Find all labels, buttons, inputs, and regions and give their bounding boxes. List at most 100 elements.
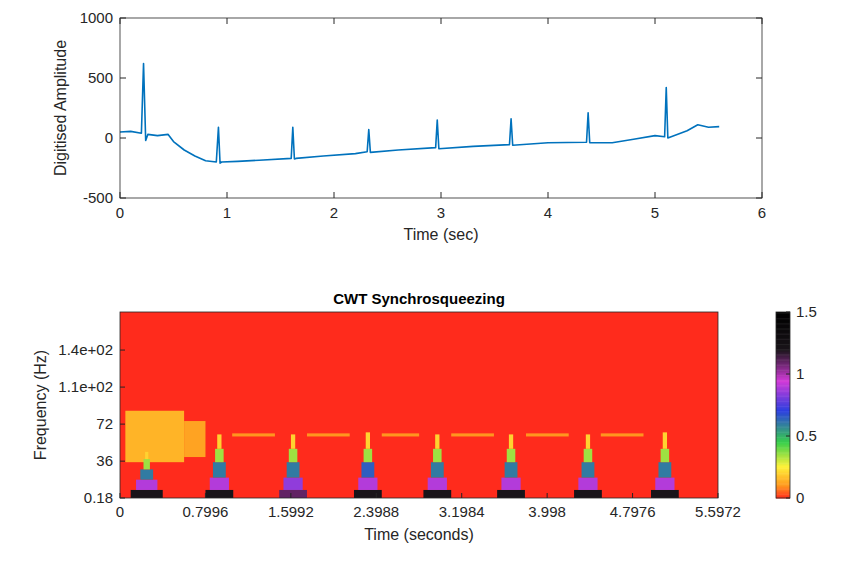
colorbar: 0 0.5 1 1.5 <box>776 303 817 506</box>
colorbar-tick-label: 0.5 <box>796 427 817 444</box>
x-tick-label: 5.5972 <box>695 503 741 520</box>
chart-title: CWT Synchrosqueezing <box>333 290 505 307</box>
colorbar-tick <box>786 312 790 313</box>
x-tick <box>290 493 291 498</box>
x-tick <box>441 18 442 24</box>
x-tick-label: 1 <box>223 204 231 221</box>
plot-area <box>120 18 762 198</box>
heatmap-cell <box>205 490 233 498</box>
heatmap-cell <box>526 433 569 436</box>
heatmap-cell <box>382 433 419 436</box>
page: {"chart_data": [ {"type": "line", "xlabe… <box>0 0 841 565</box>
colorbar-tick-label: 1 <box>796 365 804 382</box>
x-tick <box>334 192 335 198</box>
heatmap-group <box>120 312 718 498</box>
y-tick <box>120 350 125 351</box>
heatmap-cell <box>291 434 295 448</box>
x-tick <box>227 18 228 24</box>
heatmap-cell <box>658 462 671 477</box>
colorbar-tick-label: 0 <box>796 489 804 506</box>
x-tick-label: 2 <box>330 204 338 221</box>
heatmap-cell <box>279 490 307 498</box>
x-tick <box>376 493 377 498</box>
x-tick-label: 3.998 <box>528 503 566 520</box>
x-axis-title: Time (seconds) <box>364 526 474 543</box>
x-tick <box>334 18 335 24</box>
y-tick <box>120 78 126 79</box>
heatmap-cell <box>578 478 597 490</box>
x-tick-label: 0.7996 <box>182 503 228 520</box>
axes-frame <box>120 312 718 498</box>
x-tick-label: 6 <box>758 204 766 221</box>
heatmap-cell <box>509 434 513 448</box>
heatmap-cell <box>215 449 224 462</box>
heatmap-cell <box>232 433 275 436</box>
heatmap-cell <box>655 478 674 490</box>
heatmap-cell <box>358 478 377 490</box>
colorbar-tick <box>786 374 790 375</box>
heatmap-cell <box>125 411 184 462</box>
heatmap-cell <box>435 434 439 448</box>
y-tick-label: 1.1e+02 <box>58 378 113 395</box>
heatmap-cell <box>217 434 221 448</box>
heatmap-cell <box>505 462 518 477</box>
chart-root: 0123456-50005001000Time (sec)Digitised A… <box>0 0 841 565</box>
x-tick-label: 4 <box>544 204 552 221</box>
y-tick-label: 0.18 <box>84 489 113 506</box>
heatmap-cell <box>651 490 679 498</box>
y-tick <box>120 461 125 462</box>
heatmap-cell <box>184 421 205 457</box>
y-tick-label: 36 <box>96 452 113 469</box>
x-tick <box>227 192 228 198</box>
x-tick-label: 0 <box>116 503 124 520</box>
heatmap-cell <box>431 462 444 477</box>
heatmap-cell <box>210 478 229 490</box>
y-tick-label: 1000 <box>80 9 113 26</box>
axes-frame <box>120 18 762 198</box>
x-tick <box>632 493 633 498</box>
x-tick-label: 3.1984 <box>439 503 485 520</box>
heatmap-cell <box>131 490 163 498</box>
colorbar-tick <box>786 436 790 437</box>
y-tick <box>756 138 762 139</box>
x-tick-label: 0 <box>116 204 124 221</box>
heatmap-cell <box>501 478 520 490</box>
y-tick <box>756 78 762 79</box>
y-tick <box>120 138 126 139</box>
colorbar-tick-label: 1.5 <box>796 303 817 320</box>
heatmap-cell <box>136 480 157 490</box>
heatmap-cell <box>582 462 595 477</box>
heatmap-cell <box>354 490 382 498</box>
heatmap-cell <box>574 490 602 498</box>
heatmap-cell <box>289 449 298 462</box>
heatmap-cell <box>366 432 370 448</box>
heatmap-cell <box>287 462 300 477</box>
heatmap-cell <box>451 433 494 436</box>
y-tick <box>120 387 125 388</box>
y-axis-title: Frequency (Hz) <box>32 350 49 460</box>
colorbar-tick <box>786 498 790 499</box>
y-tick-label: 72 <box>96 415 113 432</box>
heatmap-cell <box>140 469 153 479</box>
heatmap-cell <box>361 462 374 477</box>
heatmap-cell <box>584 449 593 462</box>
colorbar-frame <box>776 312 790 498</box>
heatmap-cell <box>364 449 373 462</box>
heatmap-cell <box>497 490 525 498</box>
x-tick <box>655 192 656 198</box>
heatmap-cell <box>307 433 350 436</box>
x-tick <box>548 192 549 198</box>
heatmap-cell <box>423 490 451 498</box>
heatmap-cell <box>601 433 644 436</box>
x-tick-label: 5 <box>651 204 659 221</box>
x-tick <box>718 493 719 498</box>
x-tick <box>461 493 462 498</box>
x-axis-title: Time (sec) <box>404 226 479 243</box>
y-tick-label: 1.4e+02 <box>58 341 113 358</box>
heatmap-cell <box>144 459 150 469</box>
x-tick <box>547 493 548 498</box>
y-tick <box>120 498 125 499</box>
line-series <box>120 64 719 164</box>
heatmap-cell <box>661 449 670 462</box>
x-tick <box>120 493 121 498</box>
